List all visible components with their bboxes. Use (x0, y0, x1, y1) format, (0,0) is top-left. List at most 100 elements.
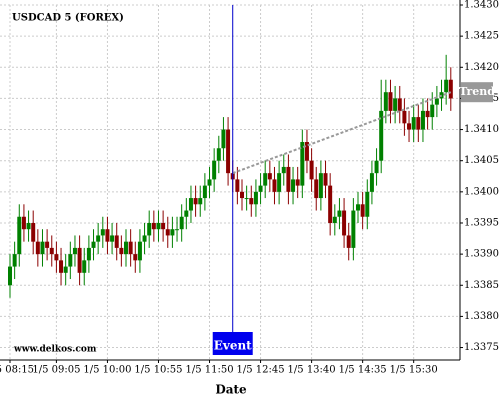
candle-body (77, 247, 82, 273)
x-axis-label: Date (215, 383, 247, 397)
x-tick-label: 1/5 13:40 (288, 365, 336, 376)
y-tick-label: 1.3400 (464, 186, 499, 197)
y-tick-label: 1.3385 (464, 280, 499, 291)
candle-body (184, 210, 189, 217)
candle-body (147, 222, 152, 236)
candle-body (161, 222, 166, 230)
candle-body (45, 241, 50, 248)
x-tick-label: 1/5 12:45 (237, 365, 285, 376)
candle-body (295, 179, 300, 186)
candle-body (156, 222, 161, 230)
candles (8, 54, 453, 298)
x-tick-label: 1/5 09:05 (32, 365, 80, 376)
candle-body (379, 110, 384, 161)
candle-body (397, 98, 402, 111)
candle-body (165, 229, 170, 236)
candle-body (323, 173, 328, 186)
candle-body (286, 166, 291, 192)
candle-body (272, 179, 277, 192)
candle-body (253, 191, 258, 205)
candle-body (430, 104, 435, 118)
candle-body (179, 216, 184, 230)
candle-body (31, 222, 36, 242)
x-tick-label: 1/5 08:15 (0, 365, 34, 376)
watermark: www.delkos.com (13, 345, 97, 355)
candle-body (119, 247, 124, 255)
candle-body (100, 229, 105, 236)
y-tick-label: 1.3390 (464, 249, 499, 260)
candle-body (151, 222, 156, 230)
candle-body (193, 198, 198, 205)
y-tick-label: 1.3425 (464, 31, 499, 42)
candle-body (244, 198, 249, 200)
candle-body (420, 110, 425, 130)
candle-body (235, 179, 240, 192)
candle-body (49, 247, 54, 255)
candle-body (383, 92, 388, 111)
candle-body (128, 241, 133, 255)
candle-body (346, 235, 351, 248)
y-tick-label: 1.3380 (464, 311, 499, 322)
y-tick-label: 1.3410 (464, 124, 499, 135)
candle-body (96, 235, 101, 242)
candle-body (124, 241, 128, 255)
candle-body (434, 98, 439, 105)
candle-body (114, 235, 119, 248)
y-tick-label: 1.3420 (464, 62, 499, 73)
candle-body (249, 198, 254, 205)
candle-body (393, 98, 398, 111)
candle-body (86, 247, 91, 261)
event-label: Event (214, 339, 252, 353)
candle-body (105, 229, 110, 242)
candle-body (300, 142, 305, 186)
candle-body (388, 92, 393, 111)
candle-body (198, 198, 203, 205)
x-tick-label: 1/5 10:55 (134, 365, 182, 376)
candle-body (137, 241, 142, 261)
candle-body (342, 210, 347, 236)
candle-body (188, 198, 193, 211)
candle-body (63, 266, 68, 273)
candle-body (133, 254, 138, 261)
candle-body (226, 129, 231, 174)
candle-body (291, 179, 296, 192)
candle-body (110, 235, 115, 242)
candle-body (360, 204, 365, 217)
candle-body (240, 191, 244, 199)
candle-body (59, 260, 64, 273)
candle-body (448, 79, 453, 99)
candle-body (337, 210, 342, 217)
candle-body (17, 216, 22, 255)
y-tick-label: 1.3375 (464, 342, 499, 353)
chart-title: USDCAD 5 (FOREX) (12, 13, 124, 24)
candle-body (175, 229, 180, 231)
x-tick-label: 1/5 11:50 (185, 365, 233, 376)
candle-body (35, 241, 40, 255)
candle-body (68, 254, 73, 267)
candle-body (8, 266, 12, 286)
candle-body (221, 129, 226, 149)
candle-body (304, 142, 309, 161)
candle-body (170, 229, 175, 236)
x-tick-label: 1/5 15:30 (390, 365, 438, 376)
candle-body (425, 110, 430, 118)
trend-label-box (461, 82, 493, 103)
candle-body (309, 160, 314, 180)
x-tick-label: 1/5 14:35 (339, 365, 387, 376)
candle-body (407, 123, 412, 130)
candle-body (356, 204, 360, 211)
candle-body (212, 160, 217, 180)
candle-body (26, 222, 31, 230)
candle-body (54, 254, 59, 261)
candle-body (207, 179, 212, 186)
x-tick-label: 1/5 10:00 (83, 365, 131, 376)
candle-body (369, 173, 374, 192)
candle-body (142, 235, 147, 242)
candle-body (314, 179, 319, 199)
candle-body (332, 216, 337, 223)
candle-body (318, 173, 323, 199)
candle-body (40, 241, 45, 255)
candle-body (91, 241, 96, 248)
candle-body (416, 117, 421, 130)
